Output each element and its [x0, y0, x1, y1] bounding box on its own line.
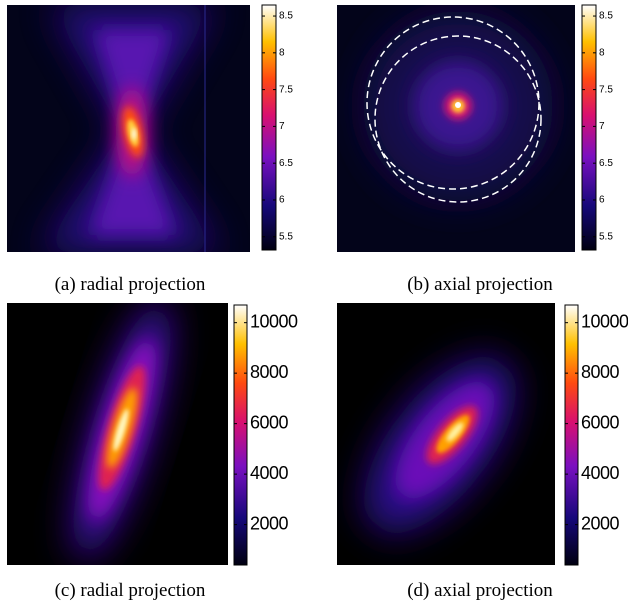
caption: (c) radial projection — [55, 580, 206, 601]
caption: (d) axial projection — [407, 580, 553, 601]
colorbar-tick-label: 7 — [599, 121, 605, 132]
colorbar-tick-label: 8 — [599, 47, 605, 58]
colorbar-tick-label: 7 — [279, 121, 285, 132]
colorbar — [262, 5, 276, 250]
colorbar-tick-label: 2000 — [581, 513, 620, 533]
colorbar-tick-label: 8000 — [581, 362, 620, 382]
colorbar-tick-label: 6000 — [581, 412, 620, 432]
heatmap-a — [7, 5, 250, 252]
colorbar-tick-label: 5.5 — [279, 231, 293, 242]
colorbar-tick-label: 8.5 — [599, 11, 613, 22]
colorbar — [234, 305, 247, 565]
caption: (b) axial projection — [407, 274, 553, 295]
colorbar-tick-label: 4000 — [581, 463, 620, 483]
heatmap-b — [337, 5, 575, 252]
colorbar-tick-label: 6 — [279, 195, 285, 206]
colorbar-tick-label: 7.5 — [599, 84, 613, 95]
colorbar-tick-label: 6 — [599, 195, 605, 206]
colorbar — [582, 5, 596, 250]
colorbar-tick-label: 6000 — [250, 412, 289, 432]
heatmap-d — [336, 303, 555, 565]
colorbar-tick-label: 8.5 — [279, 11, 293, 22]
colorbar-tick-label: 4000 — [250, 463, 289, 483]
colorbar-tick-label: 2000 — [250, 513, 289, 533]
colorbar-tick-label: 10000 — [250, 311, 298, 331]
colorbar — [565, 305, 578, 565]
colorbar-tick-label: 10000 — [581, 311, 628, 331]
colorbar-tick-label: 6.5 — [279, 158, 293, 169]
colorbar-tick-label: 5.5 — [599, 231, 613, 242]
figure: (a) radial projection (b) axial projecti… — [0, 0, 628, 607]
heatmap-c — [7, 292, 228, 568]
colorbar-tick-label: 7.5 — [279, 84, 293, 95]
caption: (a) radial projection — [55, 274, 206, 295]
colorbar-tick-label: 8 — [279, 47, 285, 58]
colorbar-tick-label: 8000 — [250, 362, 289, 382]
colorbar-tick-label: 6.5 — [599, 158, 613, 169]
